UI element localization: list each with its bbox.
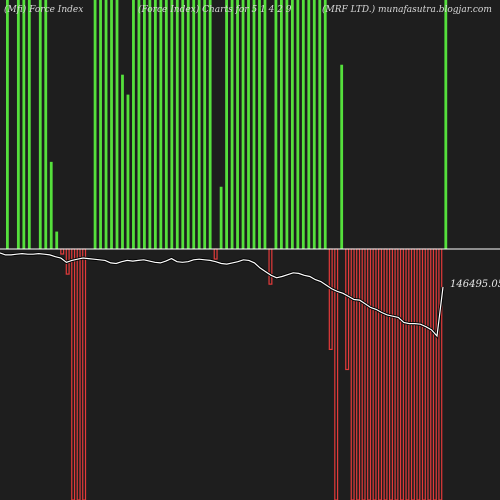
force-index-bar [263,0,267,249]
force-index-bar [444,0,448,249]
force-index-bar [258,0,261,249]
force-index-bar [137,0,141,249]
force-index-bar [153,0,157,249]
force-index-bar [323,0,327,249]
force-index-bar [93,0,97,249]
force-index-bar [115,0,119,249]
bars-group [6,0,448,500]
force-index-bar [186,0,190,249]
force-index-bar [203,0,207,249]
force-index-bar [164,0,168,249]
force-index-bar [104,0,108,249]
force-index-bar [55,231,59,249]
force-index-bar [340,64,344,250]
force-index-bar [197,0,201,249]
force-index-bar [252,0,256,249]
force-index-bar [290,0,294,249]
force-index-bar [181,0,185,249]
force-index-bar [110,0,113,249]
force-index-bar [296,0,300,249]
force-index-bar [44,0,48,249]
force-index-bar [225,0,228,249]
force-index-bar [159,0,163,249]
last-price-label: 146495.05 [450,279,500,290]
force-index-bar [121,74,124,249]
force-index-bar [27,0,31,249]
price-line [0,252,444,338]
force-index-bar [307,0,311,249]
force-index-bar [143,0,146,249]
force-index-bar [230,0,234,249]
force-index-bar [241,0,245,249]
force-index-bar [247,0,250,249]
force-index-bar [312,0,316,249]
header-right: (MRF LTD.) munafasutra.blogjar.com [322,4,492,15]
force-index-bar [22,0,26,249]
force-index-bar [280,0,283,249]
force-index-bar [219,186,223,249]
force-index-bar [208,0,212,249]
force-index-bar [301,0,305,249]
force-index-bar [99,0,102,249]
force-index-bar [192,0,196,249]
force-index-bar [6,0,9,249]
force-index-bar [38,0,42,249]
force-index-bar [49,161,53,249]
header-left: (Mfi) Force Index [4,4,83,15]
force-index-bar [126,94,130,250]
force-index-bar [285,0,289,249]
price-line-group [0,251,445,340]
header-center: (Force Index) Charts for 5 1 4 2 9 [138,4,292,15]
force-index-bar [236,0,239,249]
force-index-bar [318,0,322,249]
force-index-bar [175,0,179,249]
force-index-bar [148,0,152,249]
force-index-bar [132,0,135,249]
force-index-bar [16,0,20,249]
force-index-bar [274,0,278,249]
force-index-bar [170,0,174,249]
